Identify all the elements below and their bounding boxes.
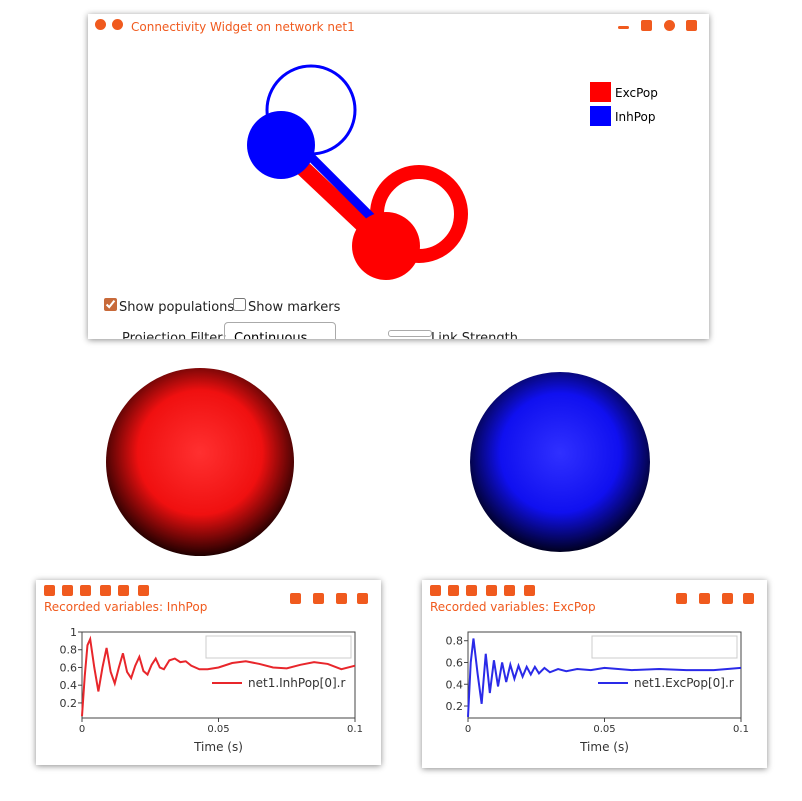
tools-icon[interactable] [118,585,129,596]
x-tick-label: 0 [79,724,85,735]
x-tick-label: 0.1 [347,724,363,735]
x-tick-label: 0.05 [593,724,615,735]
y-tick-label: 0.8 [446,635,464,648]
y-tick-label: 0.4 [446,678,464,691]
network-diagram: ExcPop InhPop [247,64,658,280]
plot-title: Recorded variables: InhPop [44,600,208,614]
image-icon[interactable] [466,585,477,596]
legend-label: ExcPop [615,86,658,100]
inh-sphere[interactable] [470,372,650,552]
x-tick-label: 0.1 [733,724,749,735]
close-icon[interactable] [686,20,697,31]
y-tick-label: 0.4 [60,679,78,692]
history-icon[interactable] [112,19,123,30]
inh-to-exc-link [299,145,377,223]
list-icon[interactable] [62,585,73,596]
label: Show populations [119,300,235,315]
y-tick-label: 0.8 [60,644,78,657]
x-tick-label: 0.05 [207,724,229,735]
collapse-icon[interactable] [722,593,733,604]
projection-filter-label: Projection Filter: [122,331,227,339]
download-icon[interactable] [100,585,111,596]
legend-box [205,635,352,659]
show-markers[interactable]: Show markers [233,298,340,315]
history-icon[interactable] [524,585,535,596]
x-axis-label: Time (s) [579,740,629,754]
exc-node [352,212,420,280]
populations-3d [106,368,650,556]
widget-title: Connectivity Widget on network net1 [131,20,355,34]
maximize-icon[interactable] [313,593,324,604]
minimize-icon[interactable] [676,593,687,604]
settings-icon[interactable] [95,19,106,30]
list-icon[interactable] [448,585,459,596]
data-line [467,638,742,717]
legend-box [591,635,738,659]
collapse-icon[interactable] [336,593,347,604]
home-icon[interactable] [44,585,55,596]
y-tick-label: 0.6 [60,661,78,674]
tools-icon[interactable] [504,585,515,596]
checkbox[interactable] [104,298,117,311]
projection-filter-select[interactable]: Continuous [224,322,336,339]
inh-node [247,111,315,179]
y-tick-label: 1 [70,626,77,639]
image-icon[interactable] [80,585,91,596]
download-icon[interactable] [486,585,497,596]
legend-label: net1.ExcPop[0].r [634,676,734,690]
y-tick-label: 0.2 [60,697,78,710]
plot: 0.2 0.4 0.6 0.8 0 0.05 0.1 Time (s) net1.ExcPop[… [446,631,749,754]
maximize-icon[interactable] [641,20,652,31]
close-icon[interactable] [743,593,754,604]
legend-swatch [590,82,611,102]
connectivity-widget: Connectivity Widget on network net1 ExcP… [88,14,709,339]
plot-title: Recorded variables: ExcPop [430,600,596,614]
legend-swatch [590,106,611,126]
y-tick-label: 0.6 [446,656,464,669]
label: Show markers [248,300,341,315]
home-icon[interactable] [430,585,441,596]
show-populations[interactable]: Show populations [104,298,234,315]
checkbox[interactable] [233,298,246,311]
minimize-icon[interactable] [618,26,629,29]
maximize-icon[interactable] [699,593,710,604]
data-line [81,635,356,717]
close-icon[interactable] [357,593,368,604]
history-icon[interactable] [138,585,149,596]
legend-label: net1.InhPop[0].r [248,676,345,690]
legend-label: InhPop [615,110,656,124]
x-axis-label: Time (s) [193,740,243,754]
y-tick-label: 0.2 [446,700,464,713]
link-strength-slider[interactable] [388,330,432,337]
plot-widget: Recorded variables: InhPop 0.2 0.4 0.6 0.8 1 0… [36,580,381,765]
collapse-icon[interactable] [664,20,675,31]
exc-sphere[interactable] [106,368,294,556]
x-tick-label: 0 [465,724,471,735]
link-strength-label: Link Strength [431,331,518,339]
plot: 0.2 0.4 0.6 0.8 1 0 0.05 0.1 Time (s) net1.InhPop… [60,626,363,754]
minimize-icon[interactable] [290,593,301,604]
plot-widget: Recorded variables: ExcPop 0.2 0.4 0.6 0.8 0 0… [422,580,767,768]
